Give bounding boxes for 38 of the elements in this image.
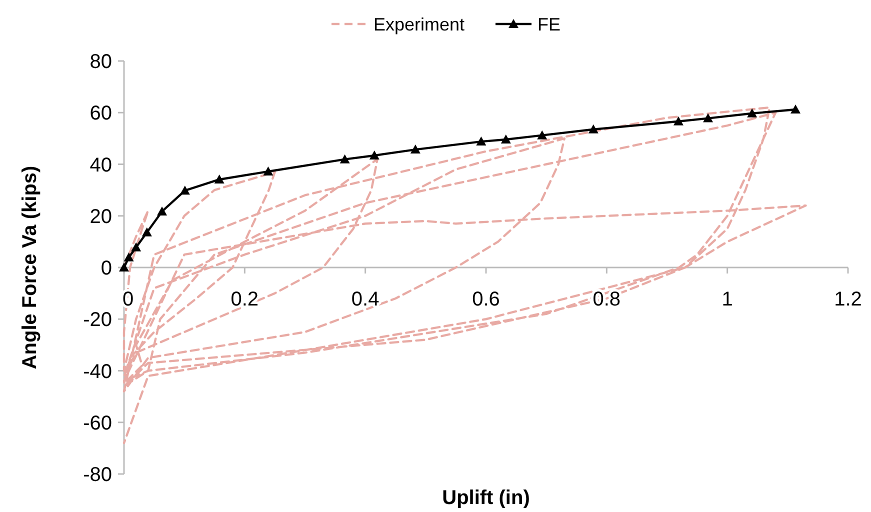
x-tick-label: 0.2	[230, 288, 259, 310]
y-axis-title: Angle Force Va (kips)	[19, 166, 41, 370]
point	[588, 124, 598, 134]
point	[142, 227, 152, 236]
x-tick-label: 1	[722, 288, 733, 310]
point	[747, 108, 758, 118]
point	[410, 144, 420, 154]
x-axis-title: Uplift (in)	[442, 487, 530, 509]
legend-label: Experiment	[374, 14, 465, 34]
y-tick-label: 60	[90, 102, 112, 125]
point	[537, 130, 548, 140]
point	[790, 104, 801, 114]
x-tick-label: 0.8	[592, 288, 621, 310]
y-tick-label: 80	[90, 51, 112, 73]
point	[369, 150, 380, 160]
point	[476, 136, 486, 146]
point	[500, 134, 511, 144]
y-tick-label: -60	[83, 412, 112, 434]
point	[214, 174, 224, 184]
point	[263, 166, 274, 176]
point	[673, 116, 684, 126]
y-tick-label: 40	[90, 154, 112, 176]
x-tick-label: 1.2	[834, 288, 862, 310]
y-tick-label: 0	[100, 258, 112, 280]
x-tick-label: 0	[122, 288, 134, 310]
point	[703, 113, 714, 122]
y-tick-label: -40	[83, 360, 112, 383]
y-tick-label: -80	[83, 464, 112, 486]
y-tick-label: 20	[90, 206, 112, 228]
point	[180, 186, 190, 195]
point	[131, 242, 142, 252]
legend-label: FE	[538, 14, 561, 34]
x-tick-label: 0.6	[472, 288, 500, 310]
point	[124, 252, 134, 262]
point	[157, 206, 168, 216]
y-tick-label: -20	[83, 309, 112, 332]
point	[340, 154, 350, 164]
x-tick-label: 0.4	[351, 288, 380, 310]
